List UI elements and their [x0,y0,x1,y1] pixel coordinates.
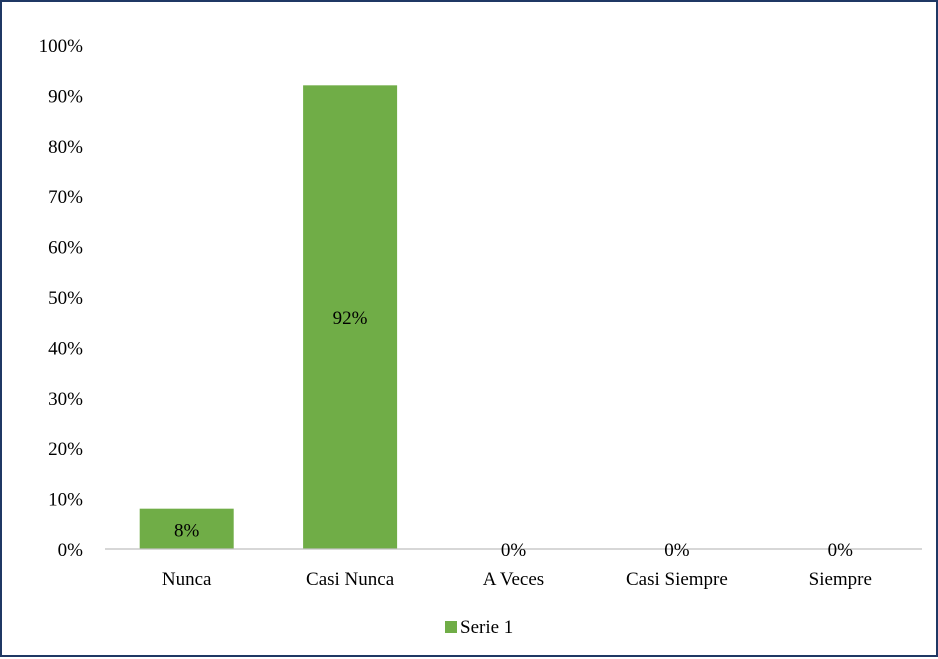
y-tick-label: 40% [48,338,83,359]
data-label: 8% [174,521,200,542]
y-tick-label: 50% [48,288,83,309]
y-tick-label: 10% [48,490,83,511]
x-tick-label: Nunca [162,569,212,590]
x-tick-label: Casi Siempre [626,569,728,590]
data-label: 0% [501,540,527,561]
legend-swatch [445,621,457,633]
data-label: 92% [333,308,368,329]
y-tick-label: 20% [48,439,83,460]
bar [303,85,398,549]
y-tick-label: 100% [39,36,84,57]
y-tick-label: 30% [48,389,83,410]
y-tick-label: 90% [48,86,83,107]
data-label: 0% [664,540,690,561]
y-tick-label: 80% [48,137,83,158]
x-tick-label: Siempre [809,569,872,590]
data-label: 0% [828,540,854,561]
y-tick-label: 0% [58,540,84,561]
y-tick-label: 60% [48,238,83,259]
x-tick-label: Casi Nunca [306,569,395,590]
y-tick-label: 70% [48,187,83,208]
legend-label: Serie 1 [460,617,513,638]
x-tick-label: A Veces [483,569,544,590]
bar [139,508,234,549]
